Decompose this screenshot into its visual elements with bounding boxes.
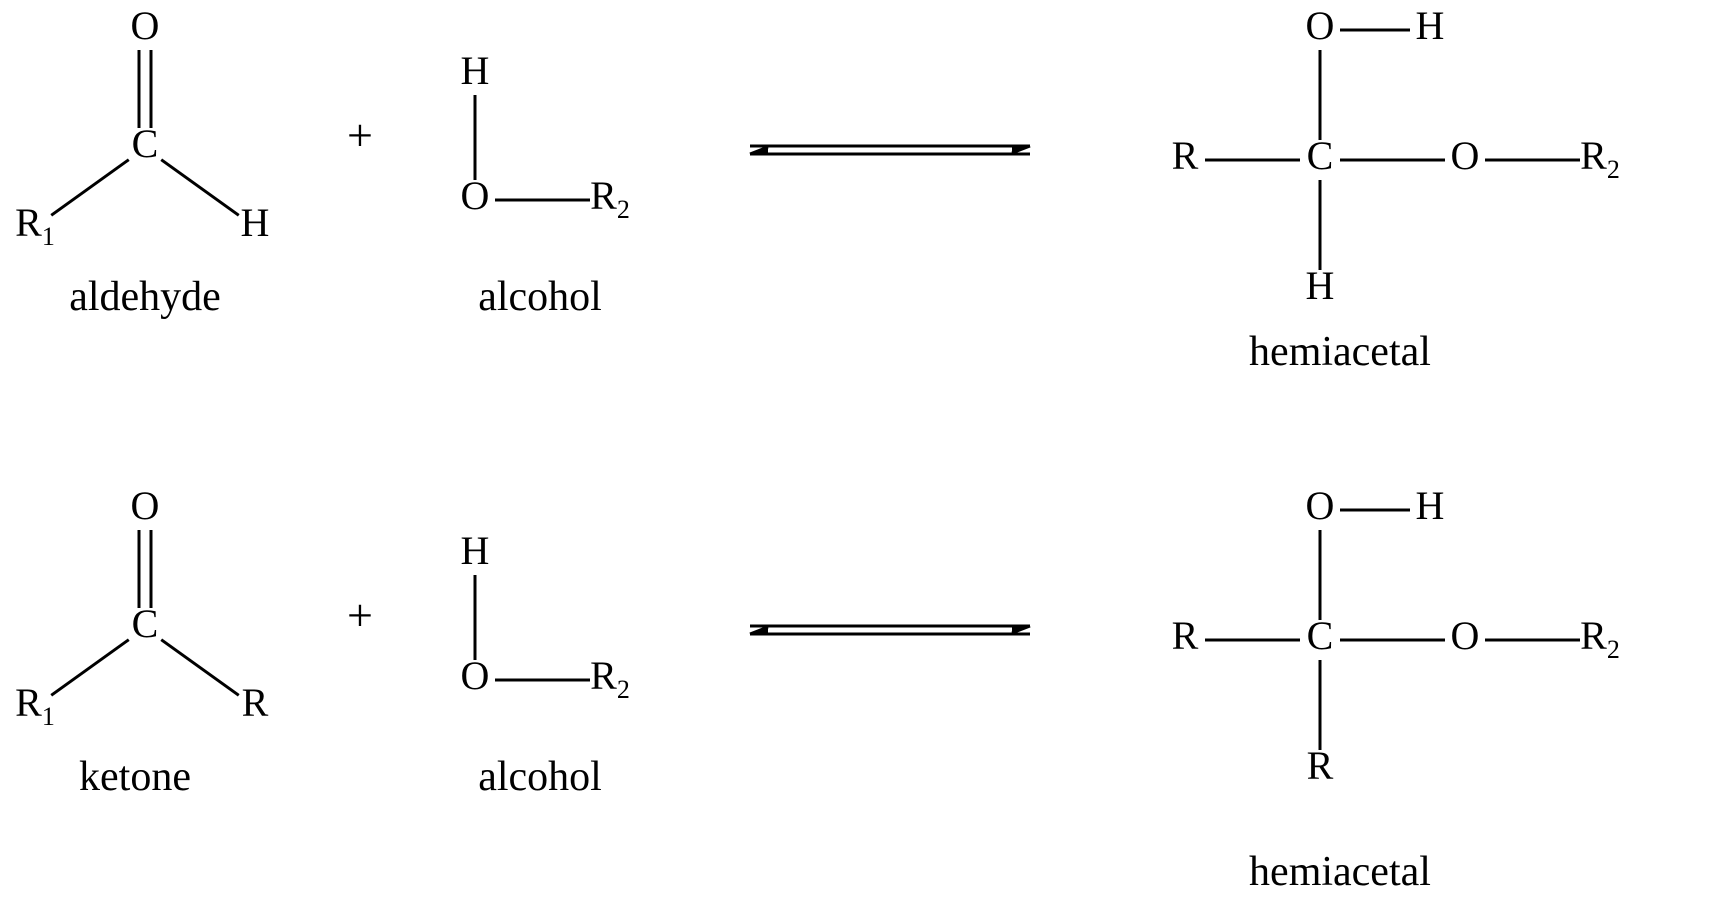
molecule-alcohol: H O R2 alcohol	[461, 528, 630, 800]
atom-C: C	[1307, 133, 1334, 178]
label-hemiacetal: hemiacetal	[1249, 329, 1431, 375]
label-alcohol: alcohol	[478, 754, 602, 800]
plus-sign: +	[347, 590, 373, 641]
aldehyde-row: O C R1 Haldehyde H O R2 alcohol + O H C R O R2 Hhemiace…	[15, 3, 1620, 375]
atom-C: C	[132, 601, 159, 646]
atom-C: C	[1307, 613, 1334, 658]
label-ketone: ketone	[79, 754, 191, 800]
equilibrium-arrow	[750, 626, 1030, 634]
atom-H_top: H	[1416, 3, 1445, 48]
atom-R2: R2	[590, 173, 630, 224]
atom-R1: R1	[15, 200, 55, 251]
atom-O: O	[131, 3, 160, 48]
atom-H_top: H	[1416, 483, 1445, 528]
label-aldehyde: aldehyde	[69, 274, 221, 320]
atom-R: R	[1172, 133, 1199, 178]
atom-R2: R2	[1580, 613, 1620, 664]
atom-C: C	[132, 121, 159, 166]
atom-O: O	[461, 173, 490, 218]
atom-H: H	[461, 48, 490, 93]
reaction-diagram: O C R1 Haldehyde H O R2 alcohol + O H C R O R2 Hhemiace…	[0, 0, 1735, 901]
atom-R2: R2	[1580, 133, 1620, 184]
label-alcohol: alcohol	[478, 274, 602, 320]
atom-H: H	[241, 200, 270, 245]
atom-R2: R2	[590, 653, 630, 704]
atom-R: R	[1172, 613, 1199, 658]
atom-O: O	[131, 483, 160, 528]
molecule-ketone: O C R1 Rketone	[15, 483, 269, 800]
molecule-hemiacetal: O H C R O R2 Hhemiacetal	[1172, 3, 1620, 375]
plus-sign: +	[347, 110, 373, 161]
atom-R_bot: R	[1307, 743, 1334, 788]
atom-H: H	[461, 528, 490, 573]
ketone-row: O C R1 Rketone H O R2 alcohol + O H C R O R2 Rhemiaceta…	[15, 483, 1620, 895]
atom-O_top: O	[1306, 483, 1335, 528]
atom-H_bot: H	[1306, 263, 1335, 308]
atom-O: O	[461, 653, 490, 698]
molecule-hemiacetal: O H C R O R2 Rhemiacetal	[1172, 483, 1620, 895]
molecule-aldehyde: O C R1 Haldehyde	[15, 3, 269, 320]
label-hemiacetal: hemiacetal	[1249, 849, 1431, 895]
atom-Rr: R	[242, 680, 269, 725]
equilibrium-arrow	[750, 146, 1030, 154]
atom-O_r: O	[1451, 613, 1480, 658]
atom-O_r: O	[1451, 133, 1480, 178]
atom-O_top: O	[1306, 3, 1335, 48]
molecule-alcohol: H O R2 alcohol	[461, 48, 630, 320]
atom-R1: R1	[15, 680, 55, 731]
